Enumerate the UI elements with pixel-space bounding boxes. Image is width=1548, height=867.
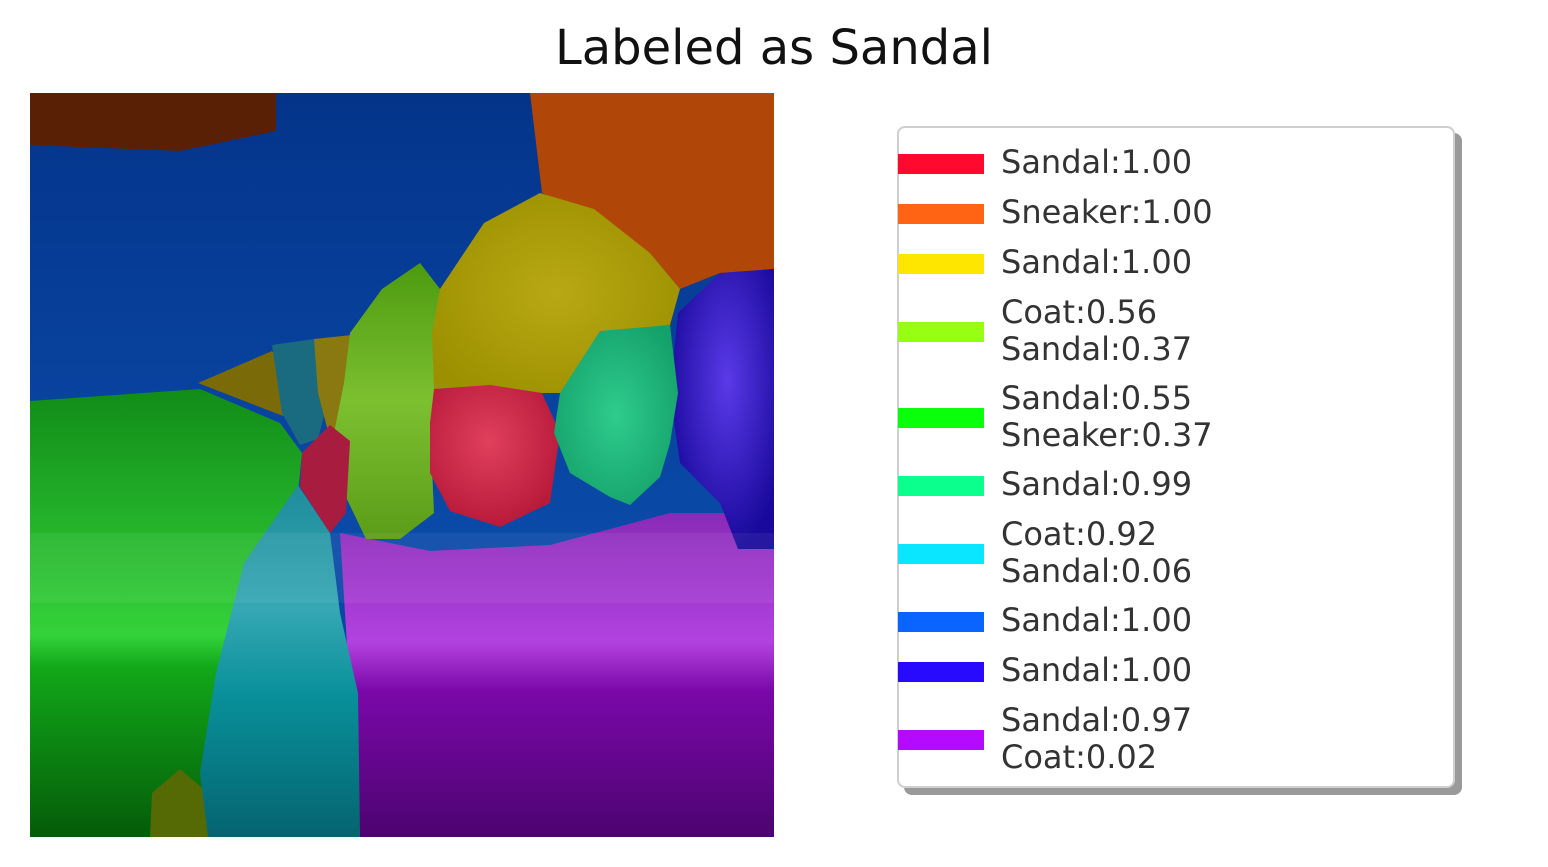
legend-label: Sandal:1.00 xyxy=(1001,601,1193,639)
legend-label: Sandal:1.00 xyxy=(1001,243,1193,281)
legend: Sandal:1.00 Sneaker:1.00 Sandal:1.00 Coa… xyxy=(897,126,1455,788)
legend-item: Sandal:1.00 xyxy=(898,651,1439,690)
legend-item: Sandal:1.00 xyxy=(898,601,1439,640)
legend-swatch xyxy=(898,662,984,682)
legend-swatch xyxy=(898,204,984,224)
legend-label: Sandal:0.55 xyxy=(1001,379,1193,417)
legend-label: Sandal:0.06 xyxy=(1001,552,1193,590)
legend-label: Sandal:0.97 xyxy=(1001,701,1193,739)
legend-swatch xyxy=(898,612,984,632)
legend-label: Coat:0.02 xyxy=(1001,738,1158,776)
legend-item: Sandal:0.97 Coat:0.02 xyxy=(898,701,1439,776)
legend-label: Sandal:1.00 xyxy=(1001,143,1193,181)
legend-swatch xyxy=(898,322,984,342)
legend-swatch xyxy=(898,254,984,274)
legend-swatch xyxy=(898,476,984,496)
legend-item: Coat:0.92 Sandal:0.06 xyxy=(898,515,1439,590)
legend-label: Sneaker:1.00 xyxy=(1001,193,1213,231)
legend-item: Coat:0.56 Sandal:0.37 xyxy=(898,293,1439,368)
figure-title: Labeled as Sandal xyxy=(555,20,993,76)
legend-item: Sandal:1.00 xyxy=(898,143,1439,182)
legend-swatch xyxy=(898,544,984,564)
legend-item: Sneaker:1.00 xyxy=(898,193,1439,232)
legend-label: Sandal:1.00 xyxy=(1001,651,1193,689)
legend-label: Coat:0.92 xyxy=(1001,515,1158,553)
legend-item: Sandal:0.99 xyxy=(898,465,1439,504)
legend-item: Sandal:1.00 xyxy=(898,243,1439,282)
segmentation-image xyxy=(30,93,774,837)
legend-label: Sneaker:0.37 xyxy=(1001,416,1213,454)
legend-label: Sandal:0.99 xyxy=(1001,465,1193,503)
legend-swatch xyxy=(898,730,984,750)
legend-label: Sandal:0.37 xyxy=(1001,330,1193,368)
legend-item: Sandal:0.55 Sneaker:0.37 xyxy=(898,379,1439,454)
legend-label: Coat:0.56 xyxy=(1001,293,1158,331)
legend-swatch xyxy=(898,408,984,428)
legend-swatch xyxy=(898,154,984,174)
